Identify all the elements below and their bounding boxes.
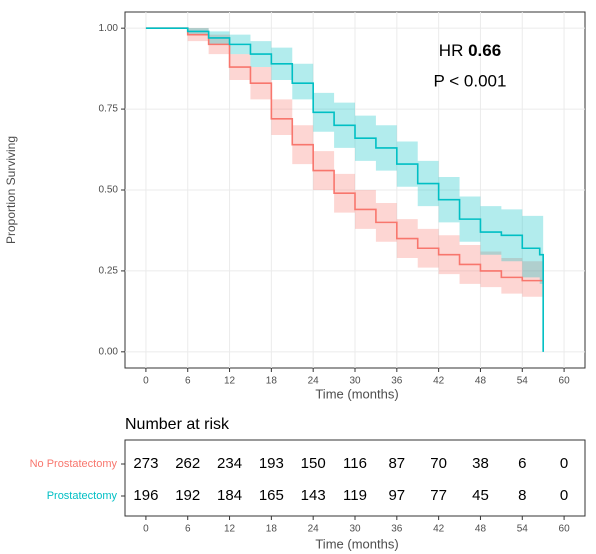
x-tick-label: 36	[391, 376, 403, 387]
risk-count: 8	[518, 487, 526, 504]
x-tick-label: 54	[517, 376, 529, 387]
x-tick-label: 30	[349, 524, 361, 535]
p-annotation: P < 0.001	[434, 71, 507, 90]
grid: 0.00 0.25 0.50 0.75 1.00 0 6 12 18 24 30 36 42 48 54 60	[99, 12, 585, 387]
risk-count: 192	[175, 487, 200, 504]
risk-count: 38	[472, 455, 489, 472]
x-tick-label: 18	[266, 524, 278, 535]
y-tick-label: 1.00	[99, 23, 119, 34]
x-tick-label: 6	[185, 524, 191, 535]
confidence-band	[145, 28, 544, 297]
x-tick-label: 0	[143, 524, 149, 535]
x-tick-label: 30	[349, 376, 361, 387]
x-tick-label: 0	[143, 376, 149, 387]
risk-count: 0	[560, 455, 568, 472]
risk-count: 119	[343, 487, 367, 504]
y-axis-title: Proportion Surviving	[4, 136, 18, 244]
risk-x-axis-title: Time (months)	[315, 536, 398, 551]
x-tick-label: 6	[185, 376, 191, 387]
risk-count: 0	[560, 487, 568, 504]
x-axis-title: Time (months)	[315, 386, 398, 401]
risk-count: 143	[301, 487, 326, 504]
y-tick-label: 0.00	[99, 346, 119, 357]
x-tick-label: 24	[308, 376, 320, 387]
survival-curve	[145, 27, 544, 282]
plot-area	[145, 27, 544, 352]
risk-count: 273	[133, 455, 158, 472]
hr-value: 0.66	[468, 41, 501, 60]
x-tick-label: 48	[475, 524, 487, 535]
x-tick-label: 24	[308, 524, 320, 535]
survival-curve	[145, 27, 544, 352]
risk-table-panel	[124, 439, 586, 517]
row-label: Prostatectomy	[47, 490, 118, 502]
x-tick-label: 60	[559, 376, 571, 387]
hr-label: HR	[439, 41, 464, 60]
x-tick-label: 36	[391, 524, 403, 535]
risk-count: 6	[518, 455, 526, 472]
risk-count: 116	[343, 455, 367, 472]
x-tick-label: 54	[517, 524, 529, 535]
row-label: No Prostatectomy	[30, 458, 118, 470]
hr-annotation: HR 0.66	[439, 41, 501, 60]
risk-count: 165	[259, 487, 284, 504]
x-tick-label: 42	[433, 376, 445, 387]
risk-count: 196	[133, 487, 158, 504]
risk-count: 70	[430, 455, 447, 472]
risk-count: 150	[301, 455, 326, 472]
risk-count: 77	[430, 487, 447, 504]
risk-count: 45	[472, 487, 489, 504]
risk-count: 262	[175, 455, 200, 472]
x-tick-label: 12	[224, 376, 236, 387]
y-tick-label: 0.50	[99, 185, 119, 196]
risk-count: 234	[217, 455, 242, 472]
x-tick-label: 18	[266, 376, 278, 387]
risk-count: 87	[388, 455, 405, 472]
risk-table-title: Number at risk	[125, 416, 230, 433]
risk-count: 97	[388, 487, 405, 504]
risk-count: 184	[217, 487, 242, 504]
risk-count: 193	[259, 455, 284, 472]
x-tick-label: 12	[224, 524, 236, 535]
y-tick-label: 0.75	[99, 104, 119, 115]
x-tick-label: 48	[475, 376, 487, 387]
x-tick-label: 42	[433, 524, 445, 535]
x-tick-label: 60	[559, 524, 571, 535]
y-tick-label: 0.25	[99, 266, 119, 277]
